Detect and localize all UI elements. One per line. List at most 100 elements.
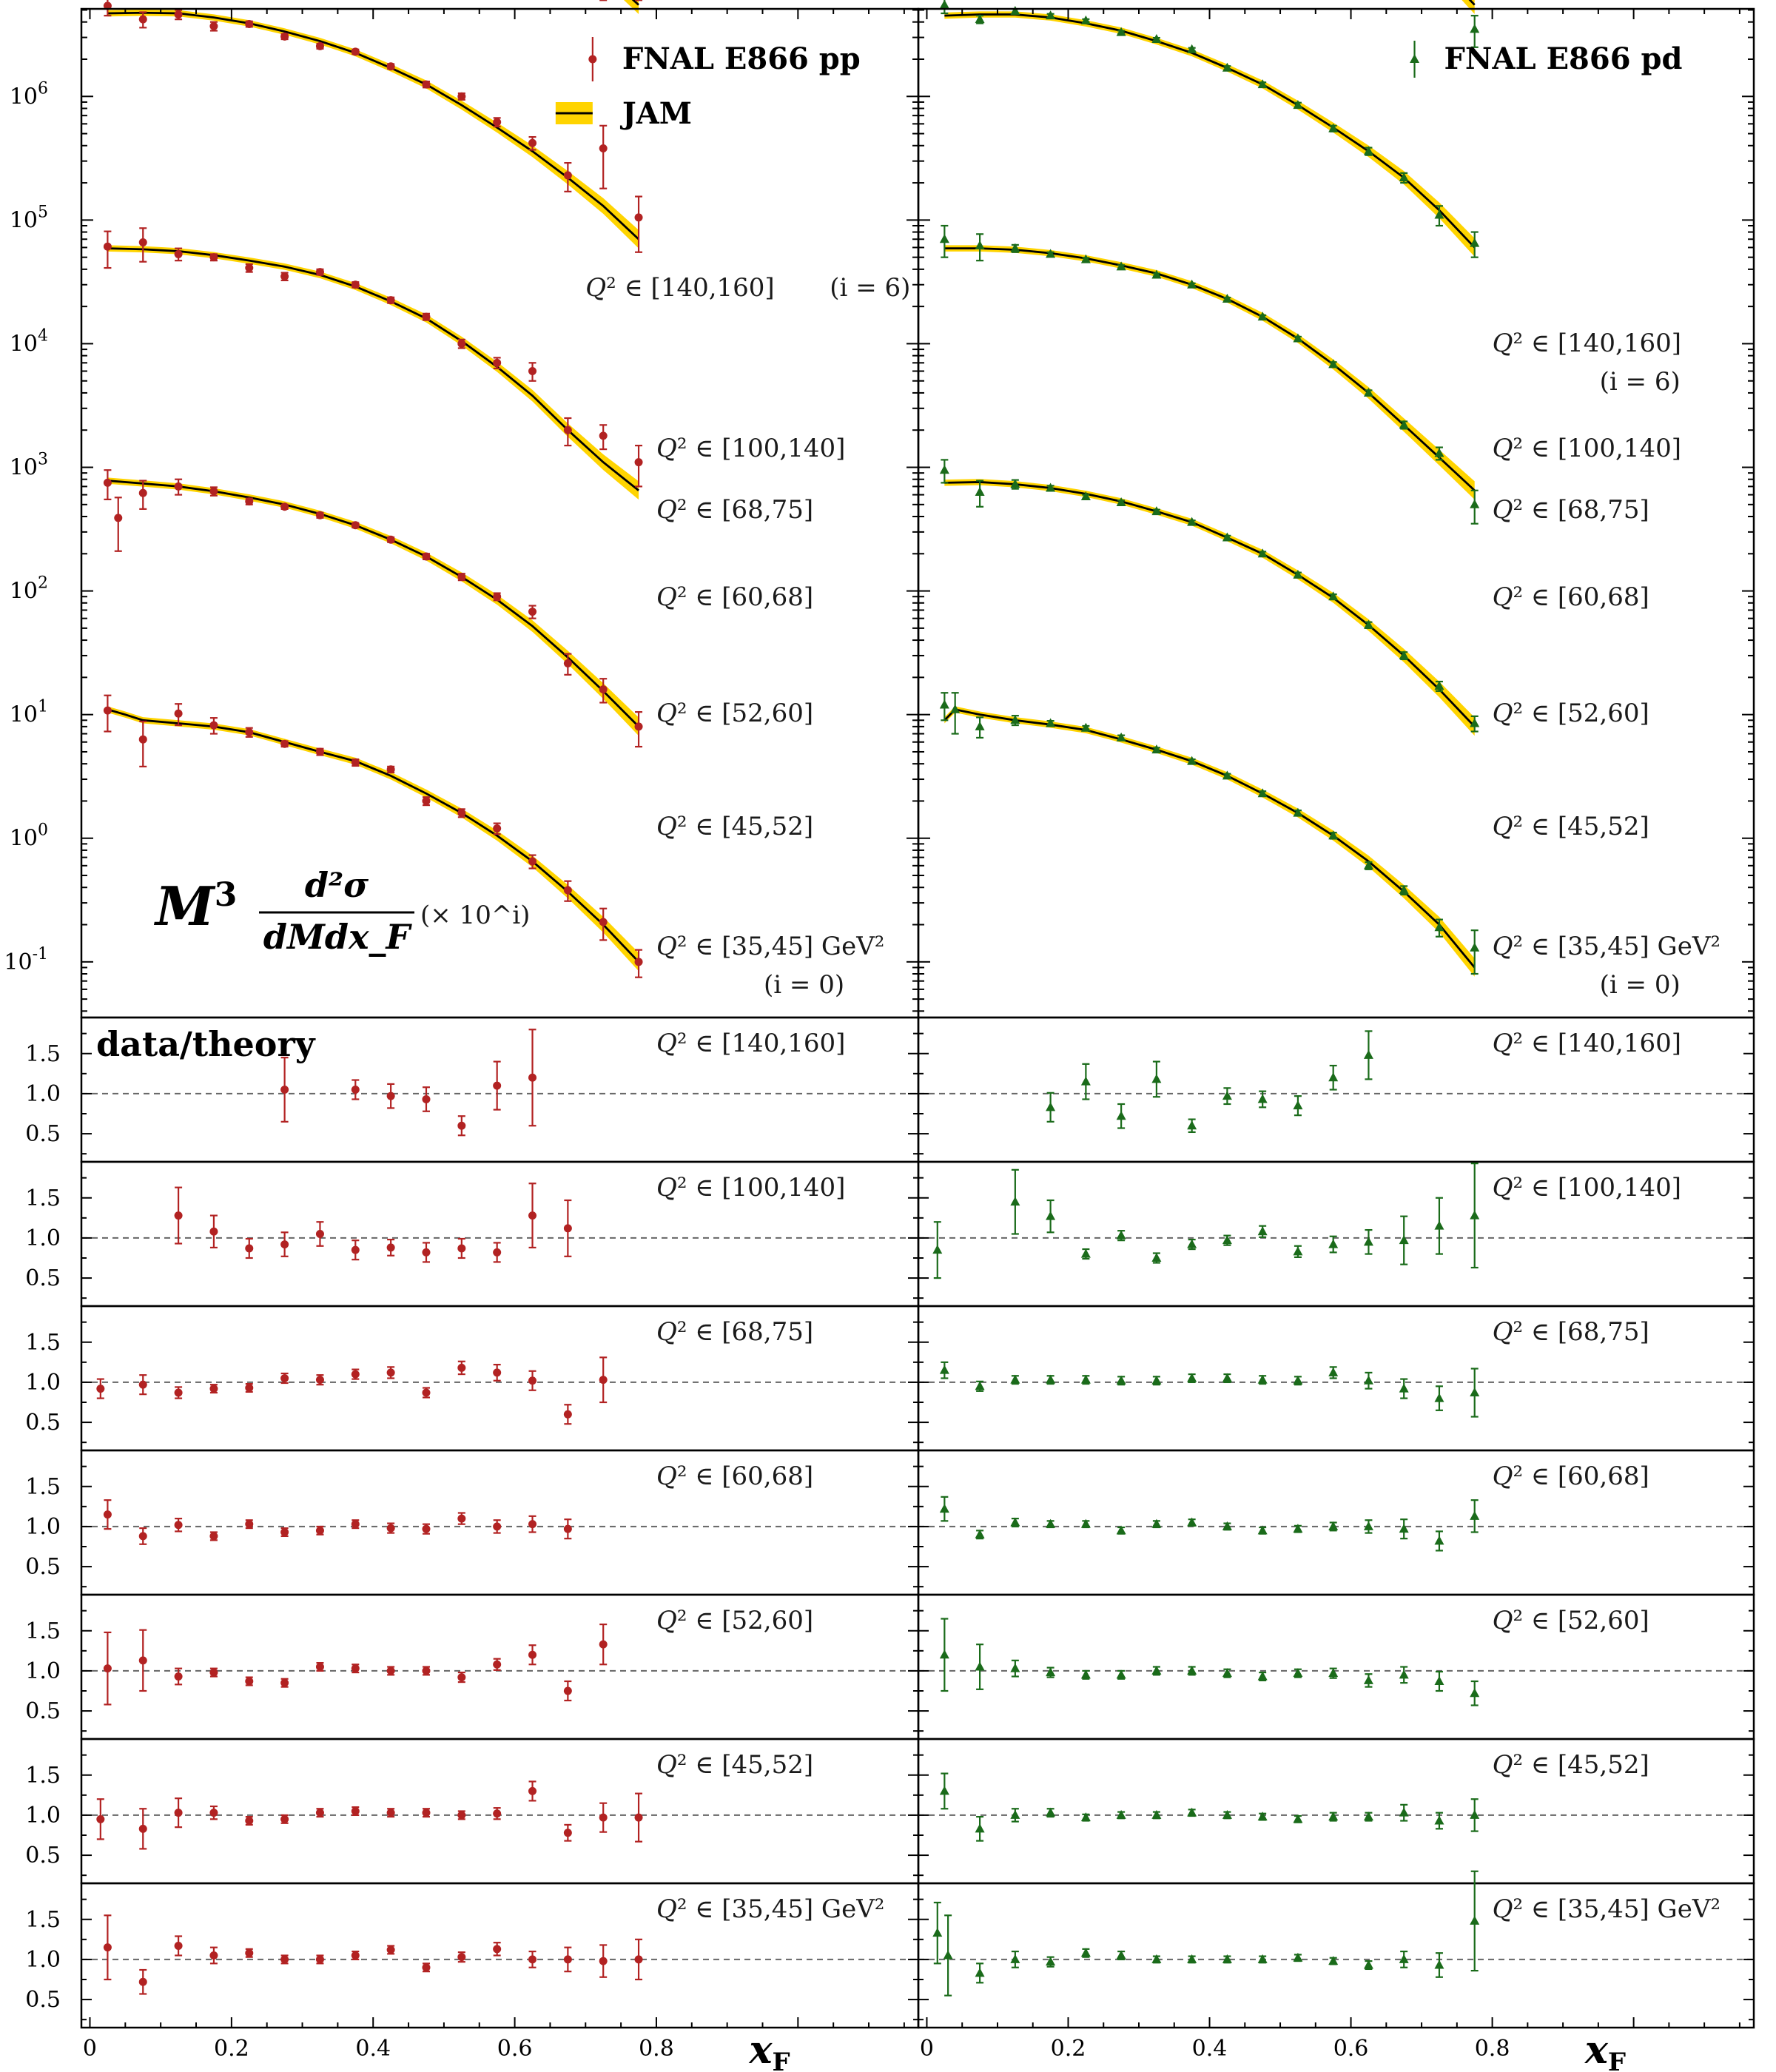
data-point bbox=[1470, 1688, 1480, 1698]
data-point bbox=[280, 1240, 289, 1249]
theory-curve bbox=[107, 480, 640, 727]
data-point bbox=[1257, 1525, 1268, 1535]
data-point bbox=[950, 704, 961, 713]
data-point bbox=[1080, 1248, 1091, 1258]
x-tick-label: 0.2 bbox=[214, 2036, 249, 2062]
data-point bbox=[1328, 830, 1339, 840]
data-point bbox=[1222, 1235, 1232, 1245]
fraction-denominator: dMdx_F bbox=[263, 917, 413, 957]
y-tick-label: 1.5 bbox=[25, 1907, 61, 1933]
data-point bbox=[1187, 756, 1197, 765]
data-point bbox=[1363, 1675, 1373, 1684]
data-point bbox=[1046, 10, 1056, 20]
data-point bbox=[280, 1814, 289, 1823]
theory-band bbox=[107, 10, 639, 249]
data-point bbox=[1399, 1383, 1409, 1393]
ratio-bin-label: Q² ∈ [60,68] bbox=[656, 1462, 813, 1491]
data-point bbox=[1434, 1815, 1444, 1825]
bin-sublabel: (i = 0) bbox=[764, 970, 844, 1000]
data-point bbox=[209, 21, 218, 30]
ratio-bin-label: Q² ∈ [45,52] bbox=[1493, 1750, 1649, 1780]
bin-group: Q² ∈ [35,45] GeV² (i = 0) bbox=[939, 692, 1720, 1000]
data-point bbox=[1470, 1510, 1480, 1520]
data-point bbox=[315, 41, 324, 50]
data-point bbox=[138, 1656, 147, 1665]
data-point bbox=[1116, 1375, 1126, 1385]
ratio-bin-label: Q² ∈ [60,68] bbox=[1493, 1462, 1649, 1491]
data-point bbox=[1187, 1373, 1197, 1382]
data-point bbox=[975, 1968, 985, 1977]
data-point bbox=[1257, 1226, 1268, 1236]
data-point bbox=[351, 758, 360, 767]
ratio-bin-label: Q² ∈ [35,45] GeV² bbox=[656, 1894, 884, 1924]
data-point bbox=[1434, 1393, 1444, 1402]
ratio-bin-label: Q² ∈ [68,75] bbox=[656, 1317, 813, 1347]
data-point bbox=[1470, 1388, 1480, 1396]
data-point bbox=[1363, 1237, 1373, 1246]
data-point bbox=[1293, 1814, 1303, 1823]
y-tick-label: 1.0 bbox=[25, 1370, 61, 1396]
data-point bbox=[1116, 732, 1126, 741]
legend-marker bbox=[588, 55, 597, 64]
data-point bbox=[1046, 1957, 1056, 1966]
data-point bbox=[174, 10, 183, 19]
data-point bbox=[386, 1945, 395, 1954]
data-point bbox=[1187, 517, 1197, 526]
y-tick-label: 100 bbox=[10, 821, 48, 852]
y-tick-label: 106 bbox=[10, 79, 48, 110]
data-point bbox=[422, 796, 431, 805]
data-point bbox=[1116, 497, 1126, 506]
top-panel-pp: Q² ∈ [35,45] GeV²(i = 0)Q² ∈ [45,52]Q² ∈… bbox=[80, 0, 920, 1019]
data-point bbox=[1328, 1239, 1339, 1248]
data-point bbox=[114, 514, 123, 522]
data-point bbox=[103, 242, 112, 251]
data-point bbox=[351, 1951, 360, 1960]
data-point bbox=[1470, 1915, 1480, 1925]
data-point bbox=[1363, 1049, 1373, 1059]
data-point bbox=[457, 809, 466, 818]
data-point bbox=[1046, 482, 1056, 492]
data-point bbox=[1293, 1524, 1303, 1533]
y-tick-label: 0.5 bbox=[25, 1843, 61, 1868]
data-point bbox=[975, 1529, 985, 1538]
data-point bbox=[634, 958, 643, 966]
ratio-panel: 0.5 1.0 1.5 Q² ∈ [45,52] bbox=[25, 1738, 920, 1885]
data-point bbox=[932, 1928, 943, 1937]
data-point bbox=[493, 1522, 502, 1531]
data-point bbox=[422, 1095, 431, 1103]
data-point bbox=[1080, 1518, 1091, 1528]
theory-band bbox=[623, 0, 639, 14]
theory-curve bbox=[944, 247, 1476, 491]
data-point bbox=[280, 1374, 289, 1382]
data-point bbox=[1293, 100, 1303, 110]
bin-group: Q² ∈ [35,45] GeV² (i = 0) bbox=[103, 694, 884, 1000]
data-point bbox=[457, 1363, 466, 1372]
data-point bbox=[1257, 788, 1268, 798]
data-point bbox=[1080, 1669, 1091, 1679]
data-point bbox=[103, 1664, 112, 1673]
data-point bbox=[386, 1809, 395, 1817]
data-point bbox=[1470, 24, 1480, 33]
y-tick-label: 1.0 bbox=[25, 1803, 61, 1829]
x-tick-label: 0.2 bbox=[1051, 2036, 1086, 2062]
data-point bbox=[599, 1640, 608, 1649]
data-point bbox=[1470, 942, 1480, 952]
data-point bbox=[943, 1950, 953, 1960]
theory-curve bbox=[944, 481, 1476, 727]
x-tick-label: 0.8 bbox=[1475, 2036, 1510, 2062]
data-point bbox=[315, 268, 324, 277]
data-point bbox=[1434, 209, 1444, 219]
legend: FNAL E866 pd bbox=[1410, 41, 1682, 78]
x-tick-label: 0 bbox=[920, 2036, 934, 2062]
data-point bbox=[1080, 1812, 1091, 1822]
data-point bbox=[1328, 1812, 1339, 1821]
fraction-numerator: d²σ bbox=[305, 865, 369, 905]
data-point bbox=[1116, 1230, 1126, 1240]
data-point bbox=[1187, 1954, 1197, 1963]
bin-label: Q² ∈ [68,75] bbox=[656, 495, 813, 525]
data-point bbox=[1434, 681, 1444, 690]
data-point bbox=[1399, 1524, 1409, 1533]
y-tick-label: 1.5 bbox=[25, 1330, 61, 1356]
data-point bbox=[1080, 1374, 1091, 1384]
data-point bbox=[1328, 1956, 1339, 1965]
